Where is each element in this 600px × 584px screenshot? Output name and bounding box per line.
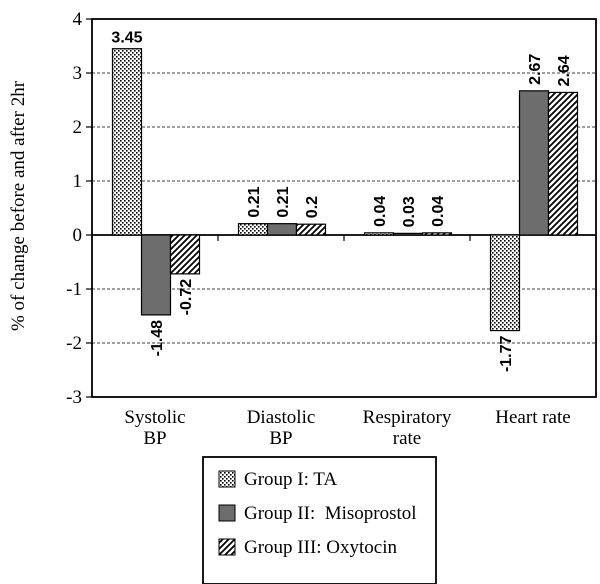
category-label: Diastolic <box>247 407 316 428</box>
value-label: 0.04 <box>430 196 447 227</box>
legend: Group I: TA Group II: Misoprostol Group II… <box>202 456 437 584</box>
y-tick-label: 4 <box>73 9 83 30</box>
category-label: Respiratory <box>363 407 452 428</box>
category-label: rate <box>393 428 421 449</box>
value-label: 2.67 <box>527 54 544 85</box>
bar <box>421 232 453 236</box>
legend-box <box>202 456 437 584</box>
legend-entry: Group II: Misoprostol <box>244 503 417 524</box>
value-label: 0.21 <box>275 186 292 217</box>
category-labels: SystolicBPDiastolicBPRespiratoryrateHear… <box>124 407 570 449</box>
category-label: BP <box>269 428 292 449</box>
bar <box>489 234 521 332</box>
bar <box>392 232 424 236</box>
value-label: -1.48 <box>149 320 166 357</box>
value-label: -0.72 <box>178 279 195 316</box>
value-label: 0.03 <box>401 196 418 227</box>
value-label: 0.04 <box>372 196 389 227</box>
category-label: BP <box>143 428 166 449</box>
bar <box>295 223 327 236</box>
y-tick-label: -2 <box>66 333 82 354</box>
bar <box>237 223 269 236</box>
axes: -3 -2 -1 0 1 2 3 4 <box>66 9 597 408</box>
value-labels: 3.45 -1.48 -0.72 0.21 0.21 0.2 0.04 0.03 0.04 -1.… <box>111 30 573 372</box>
bar <box>266 223 298 236</box>
bar <box>547 91 579 236</box>
value-label: 2.64 <box>556 55 573 86</box>
y-tick-label: -3 <box>66 387 82 408</box>
category-label: Systolic <box>124 407 185 428</box>
y-tick-label: -1 <box>66 279 82 300</box>
legend-swatch <box>218 504 236 522</box>
legend-swatch <box>218 538 236 556</box>
value-label: 3.45 <box>111 30 142 47</box>
value-label: 0.21 <box>246 186 263 217</box>
value-label: -1.77 <box>498 335 515 372</box>
y-tick-label: 3 <box>73 63 83 84</box>
y-tick-label: 1 <box>73 171 83 192</box>
value-label: 0.2 <box>304 196 321 218</box>
bar <box>140 234 172 316</box>
plot-frame <box>91 18 597 398</box>
y-tick-label: 0 <box>73 225 83 246</box>
bar <box>363 232 395 236</box>
category-label: Heart rate <box>495 407 570 428</box>
bar <box>518 90 550 236</box>
y-axis-label: % of change before and after 2hr <box>8 80 29 331</box>
y-tick-label: 2 <box>73 117 83 138</box>
bar <box>169 234 201 275</box>
legend-swatch <box>218 470 236 488</box>
legend-entry: Group III: Oxytocin <box>244 537 398 558</box>
bar <box>111 48 143 236</box>
legend-entry: Group I: TA <box>244 469 337 490</box>
bars <box>111 48 579 332</box>
